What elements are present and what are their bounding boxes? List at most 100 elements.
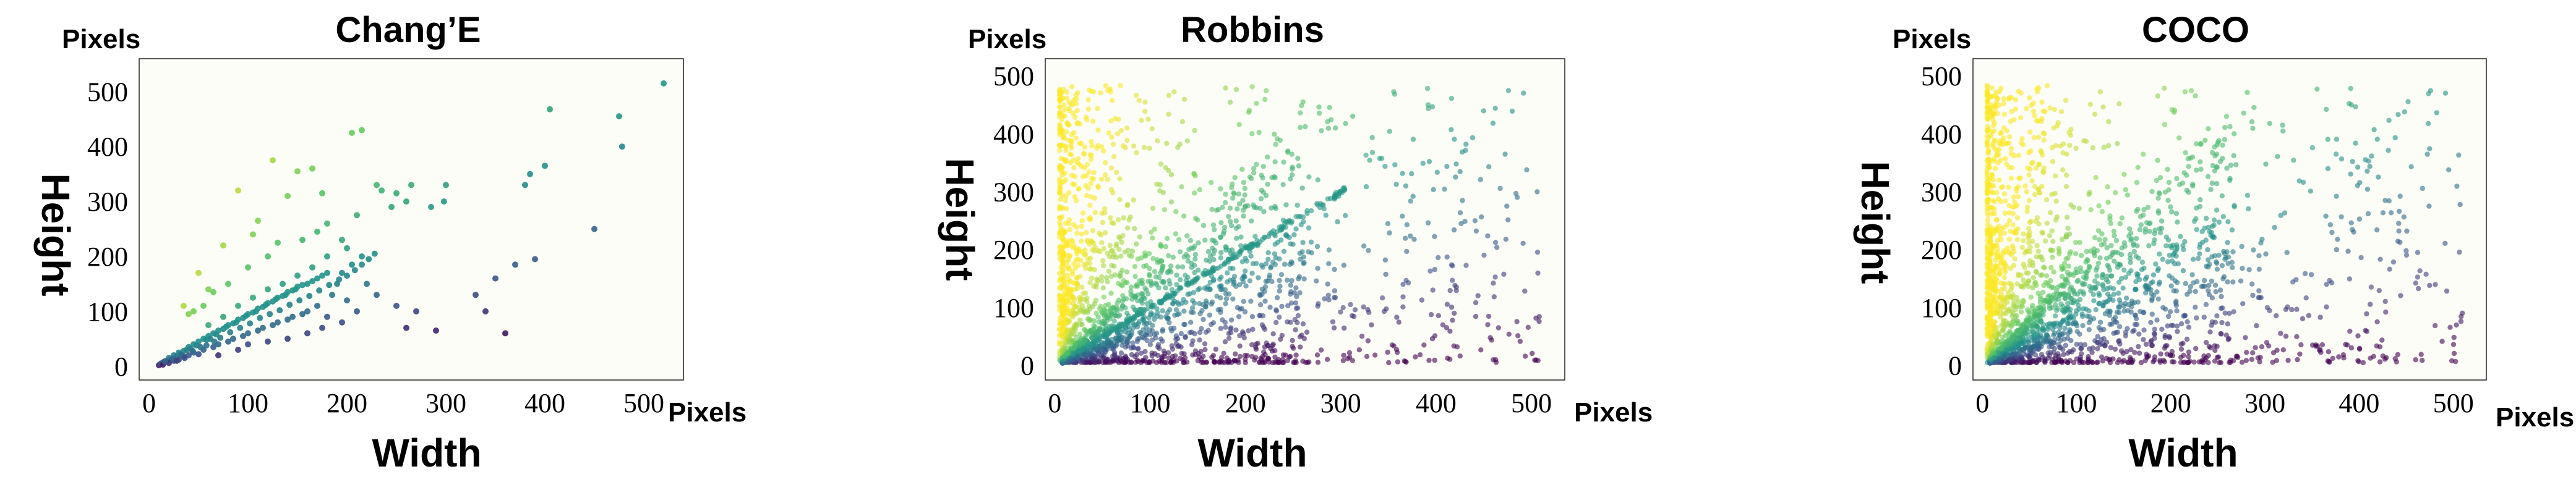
data-point [2034,324,2040,329]
data-point [2052,313,2058,319]
data-point [2016,298,2021,305]
data-point [1315,177,1320,183]
data-point [2133,287,2139,292]
data-point [1387,230,1392,236]
data-point [2433,282,2438,287]
data-point [2011,263,2017,268]
data-point [1382,163,1388,169]
data-point [1064,129,1069,135]
data-point [1153,282,1160,287]
data-point [1988,189,1995,195]
data-point [1150,235,1155,241]
data-point [2172,278,2178,284]
data-point [2096,203,2102,209]
data-point [2004,295,2009,300]
data-point [1400,213,1405,219]
data-point [1436,313,1441,319]
data-point [1179,300,1185,306]
data-point [2165,198,2171,203]
data-point [616,113,622,120]
data-point [2003,198,2008,204]
data-point [1231,281,1236,287]
data-point [2426,203,2432,209]
data-point [2197,203,2203,209]
data-point [1448,127,1454,133]
data-point [1291,360,1298,365]
data-point [1998,233,2003,239]
data-point [1183,272,1188,278]
data-point [2136,344,2141,350]
data-point [1494,245,1500,250]
data-point [2037,161,2042,167]
data-point [2025,205,2030,210]
data-point [1074,285,1080,292]
data-point [1227,99,1233,105]
data-point [1457,169,1463,174]
data-point [1294,202,1300,208]
data-point [1239,166,1245,172]
data-point [1285,150,1291,155]
data-point [1361,243,1367,249]
data-point [2197,197,2203,203]
data-point [1209,321,1214,327]
data-point [2001,275,2008,281]
data-point [2249,357,2254,362]
data-point [1316,110,1322,116]
data-point [215,352,221,358]
data-point [2415,250,2421,255]
data-point [2284,250,2290,255]
data-point [319,324,325,331]
data-point [1238,243,1244,248]
data-point [1497,185,1503,192]
data-point [2050,285,2056,290]
data-point [1089,276,1095,281]
data-point [2212,358,2218,364]
data-point [245,311,251,318]
data-point [1267,305,1273,310]
data-point [1185,258,1191,264]
data-point [2116,279,2122,285]
data-point [1328,195,1333,201]
data-point [2079,351,2084,357]
data-point [1341,263,1347,268]
data-point [1277,256,1282,262]
data-point [1320,202,1326,208]
data-point [1228,325,1234,331]
data-point [1184,233,1190,239]
data-point [2416,285,2421,292]
data-point [1458,221,1464,227]
data-point [1298,256,1303,262]
data-point [1227,205,1233,211]
data-point [2219,263,2225,269]
data-point [1117,176,1123,182]
data-point [2249,119,2255,125]
data-point [1116,247,1122,252]
data-point [1363,184,1369,190]
data-point [1224,279,1230,285]
data-point [1155,342,1162,348]
data-point [1132,307,1139,313]
data-point [1293,285,1299,291]
data-point [2397,239,2403,245]
data-point [2178,321,2184,327]
data-point [2209,295,2215,301]
data-point [195,338,202,345]
data-point [1071,182,1077,187]
data-point [379,187,385,194]
data-point [1166,355,1171,361]
data-point [1333,125,1338,131]
data-point [1444,302,1450,307]
data-point [1191,290,1197,295]
data-point [1188,319,1194,325]
data-point [1082,144,1088,150]
data-point [1394,315,1400,320]
data-point [2395,352,2401,357]
data-point [1161,348,1166,354]
data-point [1128,359,1134,365]
data-point [2154,177,2160,184]
x-tick-label: 200 [327,388,367,418]
data-point [1063,177,1069,183]
data-point [1060,348,1066,355]
data-point [2289,306,2295,313]
